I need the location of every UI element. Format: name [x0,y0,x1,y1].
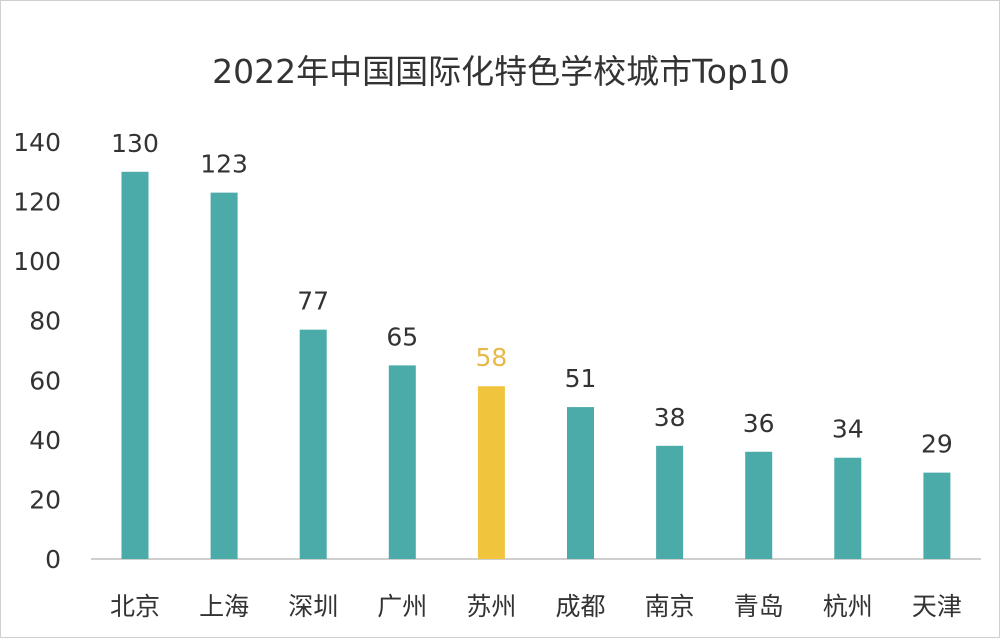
bar-杭州 [834,457,862,559]
x-tick-label: 苏州 [466,592,516,621]
bar-成都 [567,407,594,559]
x-tick-label: 北京 [110,592,160,621]
x-tick-label: 南京 [645,592,695,621]
y-axis: 0 20 40 60 80 100 120 140 [13,128,61,574]
y-tick-label: 100 [13,247,61,276]
y-tick-label: 20 [29,485,61,514]
chart-title: 2022年中国国际化特色学校城市Top10 [212,52,790,91]
bar-青岛 [745,451,773,559]
bar-天津 [923,472,951,559]
data-label: 130 [111,129,159,158]
y-tick-label: 120 [13,188,61,217]
x-tick-label: 天津 [912,592,962,621]
x-tick-label: 成都 [555,592,605,621]
bar-北京 [121,171,149,560]
y-tick-label: 0 [45,545,61,574]
x-tick-label: 杭州 [823,592,873,621]
y-tick-label: 40 [29,426,61,455]
x-tick-label: 青岛 [734,592,784,621]
data-label: 58 [475,343,507,372]
bar-深圳 [299,329,327,559]
data-label: 38 [654,403,686,432]
bar-南京 [656,445,684,559]
data-label: 65 [386,322,418,351]
data-label: 77 [297,287,329,316]
y-tick-label: 80 [29,307,61,336]
data-label: 29 [921,430,953,459]
y-tick-label: 60 [29,366,61,395]
x-tick-label: 深圳 [288,592,338,621]
data-label: 34 [832,415,864,444]
bar-上海 [210,192,238,559]
data-label: 36 [743,409,775,438]
y-tick-label: 140 [13,128,61,157]
x-tick-label: 广州 [377,592,427,621]
data-label: 51 [565,364,597,393]
data-label: 123 [200,150,248,179]
bar-苏州 [477,386,505,559]
bar-广州 [388,365,416,559]
bars: 130 北京 123 上海 77 深圳 65 广州 58 苏州 51 成都 38 南京 36 青岛 34 杭州 29… [110,129,962,621]
x-tick-label: 上海 [199,592,249,621]
